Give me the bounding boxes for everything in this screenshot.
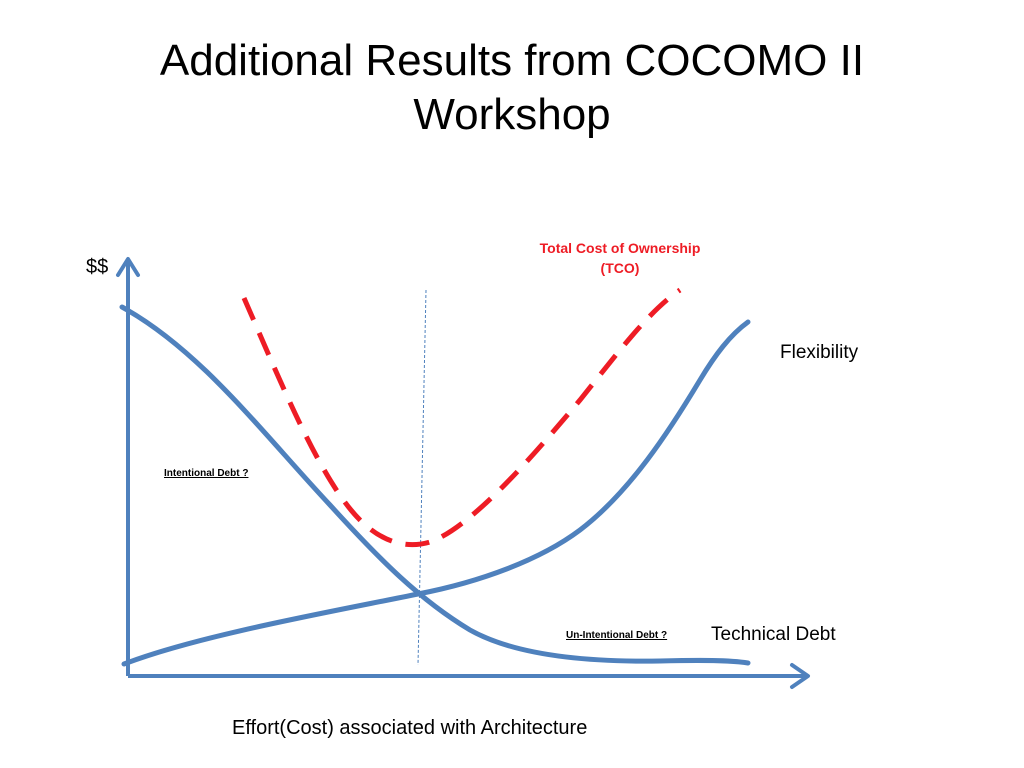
tco-label-line-1: Total Cost of Ownership — [539, 240, 701, 256]
flexibility-curve — [121, 319, 751, 667]
tco-curve — [241, 287, 682, 548]
technical-debt-curve — [119, 304, 751, 666]
y-axis-arrowhead — [116, 257, 140, 277]
tco-label: Total Cost of Ownership (TCO) — [510, 238, 730, 278]
slide-title-line-1: Additional Results from COCOMO II — [159, 36, 865, 85]
optimum-divider-line — [417, 289, 427, 666]
y-axis-label: $$ — [86, 256, 109, 278]
technical-debt-label: Technical Debt — [711, 624, 836, 645]
slide-title-line-2: Workshop — [413, 90, 611, 139]
x-axis-arrowhead — [790, 663, 810, 689]
intentional-debt-label: Intentional Debt ? — [164, 468, 249, 479]
flexibility-label: Flexibility — [780, 342, 859, 363]
slide-title: Additional Results from COCOMO II Worksh… — [0, 34, 1024, 142]
tco-label-line-2: (TCO) — [600, 260, 640, 276]
x-axis-label: Effort(Cost) associated with Architectur… — [232, 717, 588, 739]
unintentional-debt-label: Un-Intentional Debt ? — [566, 630, 668, 641]
